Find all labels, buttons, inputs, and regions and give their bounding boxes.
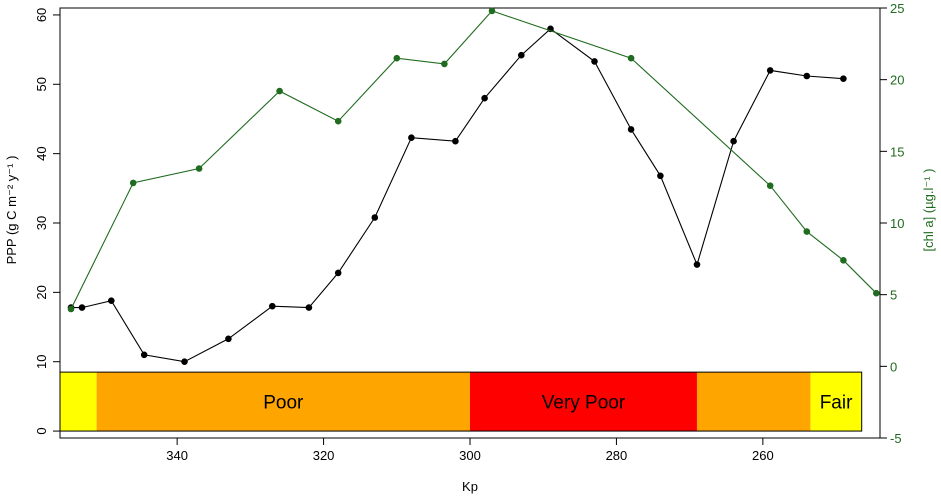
data-point-left <box>371 214 379 221</box>
data-point-left <box>181 358 188 366</box>
data-point-left <box>518 51 525 59</box>
status-label: Fair <box>820 393 853 414</box>
data-point-left <box>225 335 232 343</box>
y-axis-right-title: [chl a] (µg.l⁻¹ ) <box>921 169 936 252</box>
data-point-left <box>693 261 701 268</box>
y-right-tick-label: 25 <box>890 1 904 16</box>
y-left-tick-label: 40 <box>34 146 49 160</box>
status-band: Poor Very Poor Fair <box>59 371 863 432</box>
data-point-right <box>393 54 401 62</box>
data-point-right <box>334 117 342 125</box>
data-point-right <box>129 179 137 187</box>
data-point-left <box>78 304 86 311</box>
x-tick-label: 320 <box>313 448 335 463</box>
data-point-left <box>627 126 635 133</box>
y-right-tick-label: 15 <box>890 144 904 159</box>
data-point-right <box>873 289 880 297</box>
status-segment <box>60 372 97 432</box>
y-axis-left-title: PPP (g C m⁻² y⁻¹ ) <box>4 156 19 265</box>
status-segment <box>96 372 470 432</box>
series-group <box>67 7 880 366</box>
data-point-right <box>441 60 448 68</box>
data-point-left <box>840 75 847 82</box>
status-band-border <box>59 371 863 432</box>
data-point-left <box>408 134 415 141</box>
y-right-tick-label: -5 <box>890 431 902 446</box>
series-line-left <box>71 28 844 363</box>
y-axis-right: -5 0 5 10 15 20 25 <box>880 1 904 446</box>
data-point-right <box>276 87 283 95</box>
y-right-tick-label: 10 <box>890 216 904 231</box>
y-left-tick-label: 0 <box>34 427 49 434</box>
data-point-left <box>269 302 276 310</box>
data-point-left <box>481 94 488 102</box>
x-tick-label: 300 <box>459 448 481 463</box>
data-point-left <box>803 72 811 80</box>
x-tick-label: 260 <box>752 448 774 463</box>
x-axis-title: Kp <box>462 479 478 494</box>
status-segment <box>470 372 697 432</box>
data-point-right <box>488 7 496 15</box>
data-point-left <box>305 304 313 311</box>
y-left-tick-label: 60 <box>34 8 49 22</box>
data-point-right <box>67 305 75 313</box>
data-point-left <box>591 58 598 65</box>
y-left-tick-label: 30 <box>34 216 49 230</box>
x-tick-label: 280 <box>606 448 628 463</box>
status-label: Very Poor <box>542 393 626 414</box>
series-line-right <box>70 10 877 310</box>
data-point-left <box>452 137 459 145</box>
y-right-tick-label: 20 <box>890 73 904 88</box>
status-label: Poor <box>263 393 304 414</box>
data-point-left <box>108 297 115 305</box>
data-point-right <box>627 54 635 62</box>
data-point-right <box>840 257 847 264</box>
data-point-left <box>140 351 148 359</box>
y-right-tick-label: 0 <box>890 359 897 374</box>
y-right-tick-label: 5 <box>890 288 897 303</box>
data-point-left <box>766 67 774 74</box>
y-left-tick-label: 20 <box>34 285 49 299</box>
data-point-right <box>195 165 203 172</box>
data-point-right <box>766 182 774 189</box>
status-segment <box>696 372 811 432</box>
x-tick-label: 340 <box>166 448 188 463</box>
y-left-tick-label: 10 <box>34 354 49 368</box>
y-axis-left: 0 10 20 30 40 50 60 <box>34 8 60 435</box>
y-left-tick-label: 50 <box>34 77 49 91</box>
data-point-left <box>657 172 664 180</box>
x-axis: 340 320 300 280 260 <box>166 438 774 463</box>
data-point-right <box>803 228 811 235</box>
status-segment <box>810 372 862 432</box>
data-point-left <box>334 269 342 277</box>
data-point-left <box>730 137 737 145</box>
